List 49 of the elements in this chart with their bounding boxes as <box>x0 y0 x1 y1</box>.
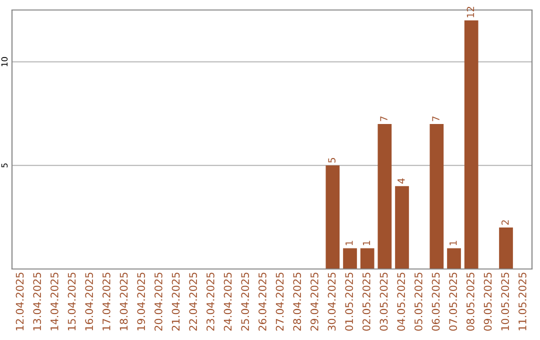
x-tick-label: 30.04.2025 <box>328 272 336 331</box>
x-tick-label: 25.04.2025 <box>241 272 250 331</box>
bar <box>447 248 461 269</box>
data-label: 7 <box>380 116 388 122</box>
x-tick-label: 01.05.2025 <box>345 272 354 331</box>
x-tick-label: 08.05.2025 <box>466 272 474 331</box>
bar <box>378 124 392 269</box>
x-tick-label: 24.04.2025 <box>224 272 232 331</box>
bar <box>326 165 340 269</box>
x-tick-label: 21.04.2025 <box>172 272 180 331</box>
x-tick-label: 15.04.2025 <box>68 272 76 330</box>
x-tick-label: 09.05.2025 <box>484 272 492 331</box>
x-tick-label: 02.05.2025 <box>362 272 370 331</box>
bar <box>360 248 374 269</box>
bar <box>343 248 357 269</box>
x-tick-label: 27.04.2025 <box>276 272 284 331</box>
bar <box>499 228 513 269</box>
x-tick-label: 29.04.2025 <box>310 272 318 331</box>
data-label: 1 <box>362 240 370 246</box>
x-tick-label: 13.04.2025 <box>33 272 42 330</box>
data-label: 5 <box>328 158 336 163</box>
x-tick-label: 18.04.2025 <box>120 272 128 330</box>
x-tick-label: 19.04.2025 <box>137 272 146 330</box>
bar <box>430 124 444 269</box>
x-tick-label: 03.05.2025 <box>380 272 388 331</box>
x-tick-label: 14.04.2025 <box>50 272 58 330</box>
x-tick-label: 28.04.2025 <box>293 272 302 331</box>
x-tick-label: 10.05.2025 <box>501 272 510 330</box>
data-label: 1 <box>346 240 353 246</box>
data-label: 12 <box>466 6 474 18</box>
x-tick-label: 16.04.2025 <box>85 272 94 330</box>
bar <box>464 20 478 269</box>
x-tick-label: 12.04.2025 <box>16 272 24 330</box>
data-label: 1 <box>450 240 457 246</box>
data-label: 7 <box>432 116 440 122</box>
x-tick-label: 11.05.2025 <box>518 272 526 330</box>
data-label: 4 <box>398 178 405 184</box>
x-tick-label: 22.04.2025 <box>189 272 198 331</box>
x-tick-label: 17.04.2025 <box>102 272 110 330</box>
x-tick-label: 06.05.2025 <box>432 272 440 331</box>
x-tick-label: 07.05.2025 <box>449 272 458 331</box>
y-tick-label: 10 <box>1 57 8 66</box>
bar <box>395 186 409 269</box>
x-tick-label: 04.05.2025 <box>397 272 406 331</box>
x-tick-label: 26.04.2025 <box>258 272 266 331</box>
data-label: 2 <box>501 220 509 225</box>
x-tick-label: 23.04.2025 <box>206 272 214 331</box>
x-tick-label: 20.04.2025 <box>154 272 162 331</box>
x-tick-label: 05.05.2025 <box>414 272 422 331</box>
